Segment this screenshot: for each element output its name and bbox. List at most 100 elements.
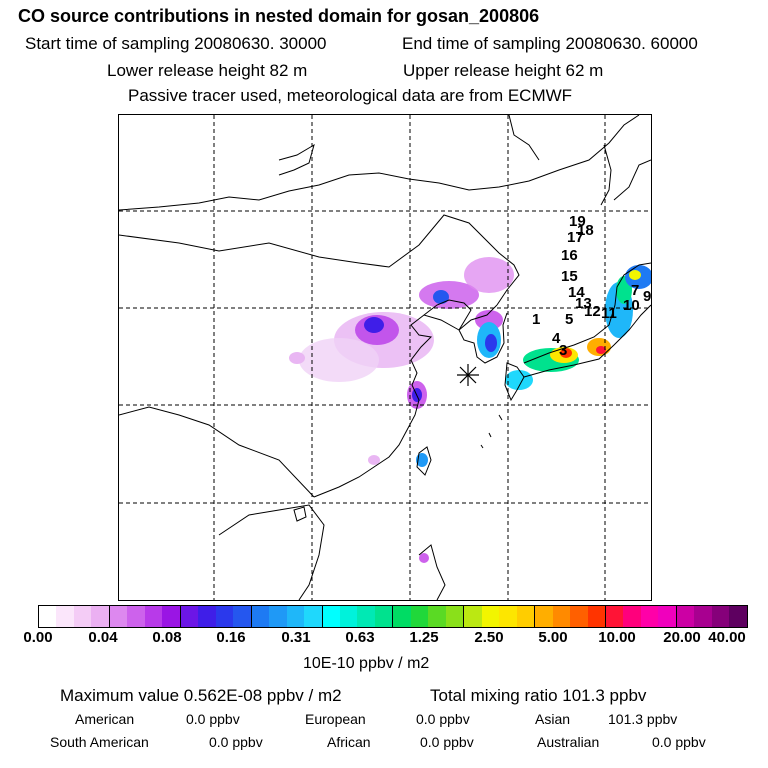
coast-ryukyu	[480, 414, 503, 449]
colorbar-segment	[357, 606, 375, 627]
traj-label: 4	[552, 330, 561, 347]
colorbar-segment	[606, 606, 624, 627]
colorbar-segment	[322, 606, 340, 627]
colorbar-segment	[109, 606, 128, 627]
colorbar-segment	[393, 606, 411, 627]
plume-beijing	[364, 317, 384, 333]
plot-title: CO source contributions in nested domain…	[18, 6, 540, 26]
traj-label: 11	[601, 305, 617, 322]
lake-baikal	[278, 143, 315, 176]
traj-label: 15	[561, 268, 578, 285]
colorbar-segment	[428, 606, 446, 627]
colorbar-segment	[56, 606, 74, 627]
plume-bohai	[419, 281, 479, 309]
colorbar-tick: 40.00	[708, 629, 746, 646]
plume-south-sea	[419, 553, 429, 563]
traj-label: 7	[631, 282, 639, 299]
plume-japan-9	[629, 270, 641, 280]
colorbar-segment	[535, 606, 553, 627]
concentration-field	[289, 257, 651, 563]
colorbar-tick: 0.08	[152, 629, 182, 646]
coast-japan-honshu	[523, 262, 651, 378]
colorbar-segment	[640, 606, 659, 627]
traj-label: 17	[567, 229, 584, 246]
colorbar-segment	[215, 606, 234, 627]
tracer-note: Passive tracer used, meteorological data…	[128, 86, 573, 105]
colorbar-segment	[552, 606, 571, 627]
coast-sakhalin	[600, 144, 612, 206]
coast-japan-kyushu	[504, 362, 525, 402]
traj-label: 1	[532, 311, 540, 328]
plume-korea-north	[475, 310, 503, 330]
region-value-african: 0.0 ppbv	[420, 734, 474, 750]
colorbar-tick: 0.04	[88, 629, 118, 646]
colorbar-segment	[623, 606, 641, 627]
plume-west	[289, 352, 305, 364]
colorbar-segment	[729, 606, 747, 627]
colorbar-segment	[286, 606, 305, 627]
plume-japan-3	[560, 348, 572, 358]
traj-label: 9	[643, 288, 651, 305]
island-taiwan	[416, 446, 432, 476]
region-label-south-american: South American	[50, 734, 149, 750]
colorbar-segment	[410, 606, 429, 627]
colorbar-segment	[516, 606, 536, 627]
colorbar-tick: 10.00	[598, 629, 636, 646]
traj-label: 5	[565, 311, 573, 328]
colorbar-segment	[445, 606, 465, 627]
coast-okhotsk	[508, 115, 540, 161]
plume-bohai-core	[433, 290, 449, 304]
colorbar-segment	[162, 606, 181, 627]
coast-hokkaido	[613, 159, 651, 201]
sampling-start-time: Start time of sampling 20080630. 30000	[25, 34, 327, 53]
plume-japan-5	[596, 346, 606, 354]
traj-label: 16	[561, 247, 578, 264]
lower-release-height: Lower release height 82 m	[107, 61, 308, 80]
sampling-end-time: End time of sampling 20080630. 60000	[402, 34, 698, 53]
traj-label: 19	[569, 213, 586, 230]
colorbar-segment	[269, 606, 287, 627]
colorbar-units: 10E-10 ppbv / m2	[303, 655, 430, 672]
colorbar-tick: 0.63	[345, 629, 375, 646]
region-label-australian: Australian	[537, 734, 600, 750]
colorbar-segment	[198, 606, 216, 627]
colorbar-segment	[374, 606, 394, 627]
receptor-marker-icon	[457, 364, 479, 386]
traj-label: 10	[623, 297, 640, 314]
coast-philippines	[418, 544, 446, 600]
colorbar-segment	[676, 606, 695, 627]
coast-liaodong	[423, 299, 472, 331]
colorbar-tick: 1.25	[409, 629, 439, 646]
china-mongolia-border	[119, 214, 520, 306]
region-value-asian: 101.3 ppbv	[608, 711, 678, 727]
plume-south	[368, 455, 380, 465]
colorbar-segment	[233, 606, 252, 627]
colorbar-tick: 0.00	[23, 629, 53, 646]
region-value-american: 0.0 ppbv	[186, 711, 240, 727]
colorbar-segment	[694, 606, 712, 627]
map-canvas: 1 3 4 5 7 9 10 11 12 13 14 15 16 17 18 1…	[119, 115, 651, 600]
region-label-african: African	[327, 734, 371, 750]
graticule	[119, 115, 651, 600]
colorbar-tick: 20.00	[663, 629, 701, 646]
colorbar-segment	[481, 606, 500, 627]
colorbar-tick: 2.50	[474, 629, 504, 646]
plume-manchuria	[464, 257, 514, 293]
maximum-value: Maximum value 0.562E-08 ppbv / m2	[60, 686, 342, 705]
colorbar-segment	[570, 606, 588, 627]
colorbar-tick: 0.16	[216, 629, 246, 646]
colorbar-segment	[73, 606, 92, 627]
colorbar-segment	[144, 606, 163, 627]
colorbar-segment	[339, 606, 358, 627]
total-mixing-ratio: Total mixing ratio 101.3 ppbv	[430, 686, 647, 705]
region-label-asian: Asian	[535, 711, 571, 727]
colorbar-tick: 5.00	[538, 629, 568, 646]
region-label-european: European	[305, 711, 366, 727]
plume-inland	[299, 338, 379, 382]
colorbar-segment	[304, 606, 323, 627]
colorbar-segment	[658, 606, 677, 627]
traj-label: 13	[575, 295, 592, 312]
plume-korea-core	[485, 334, 497, 352]
traj-label: 14	[568, 284, 585, 301]
region-value-south-american: 0.0 ppbv	[209, 734, 263, 750]
